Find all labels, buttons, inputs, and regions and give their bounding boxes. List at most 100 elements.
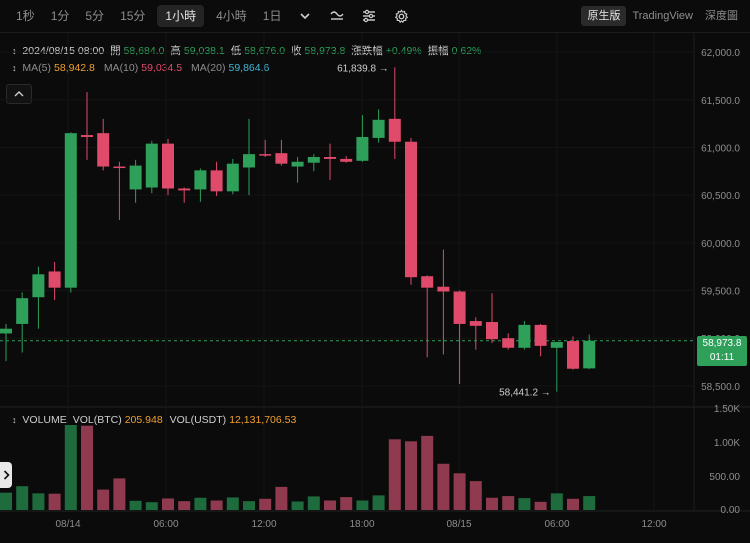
volume-bar — [372, 495, 385, 510]
ohlc-open-label: 開 — [110, 45, 121, 57]
ohlc-close: 58,973.8 — [304, 45, 346, 57]
price-tick-label: 58,500.0 — [701, 382, 740, 393]
volume-bar — [259, 498, 272, 510]
candle-style-icon[interactable] — [326, 5, 348, 27]
volume-bar — [129, 500, 142, 510]
candle-body — [16, 298, 29, 324]
candle-body — [0, 328, 12, 334]
candle-body — [453, 291, 466, 324]
volume-bar — [324, 500, 336, 510]
ohlc-low-label: 低 — [230, 45, 242, 57]
ohlc-high: 59,038.1 — [183, 45, 225, 57]
collapse-icon[interactable]: ↕ — [12, 63, 17, 73]
candle-body — [550, 342, 563, 348]
volume-bar — [437, 463, 450, 510]
chevron-down-icon[interactable] — [294, 5, 316, 27]
view-switcher: 原生版 TradingView 深度圖 — [581, 5, 744, 27]
price-tick-label: 62,000.0 — [701, 48, 740, 59]
ohlc-legend: ↕ 2024/08/15 08:00 開 58,684.0 高 59,038.1 低… — [12, 43, 484, 58]
ohlc-low: 58,676.0 — [244, 45, 286, 57]
price-tick-label: 59,500.0 — [701, 287, 740, 298]
indicators-icon[interactable] — [358, 5, 380, 27]
price-tick-label: 60,000.0 — [701, 239, 740, 250]
volume-bar — [453, 473, 466, 510]
candle-body — [518, 324, 531, 348]
time-tick-label: 08/14 — [55, 519, 80, 530]
ma10-label: MA(10) — [103, 62, 139, 74]
volume-tick-label: 0.00 — [721, 505, 741, 516]
volume-bar — [194, 497, 207, 510]
volume-bar — [567, 498, 579, 510]
price-tick-label: 61,000.0 — [701, 143, 740, 154]
volume-bar — [64, 425, 77, 510]
collapse-icon[interactable]: ↕ — [12, 415, 17, 425]
ohlc-amp-label: 振幅 — [427, 45, 449, 57]
collapse-button[interactable] — [6, 84, 32, 104]
volume-bar — [226, 497, 239, 510]
ohlc-open: 58,684.0 — [123, 45, 165, 57]
ohlc-high-label: 高 — [170, 45, 181, 57]
volume-bar — [210, 500, 223, 510]
candle-body — [48, 271, 61, 288]
volume-legend: ↕ VOLUME VOL(BTC) 205.948 VOL(USDT) 12,131… — [12, 414, 299, 426]
chart-canvas[interactable]: 62,000.0 61,500.0 61,000.0 60,500.0 60,000.0… — [0, 33, 750, 543]
candle-body — [275, 153, 288, 164]
volume-bar — [340, 497, 353, 510]
interval-group: 1秒 1分 5分 15分 1小時 4小時 1日 — [8, 5, 289, 27]
candle-body — [81, 135, 93, 137]
candle-body — [567, 341, 579, 369]
volume-bar — [356, 500, 369, 510]
collapse-icon[interactable]: ↕ — [12, 46, 17, 56]
view-tab-0[interactable]: 原生版 — [581, 6, 627, 26]
toolbar: 1秒 1分 5分 15分 1小時 4小時 1日 原生版 TradingView 深度圖 — [0, 0, 750, 33]
volume-bar — [405, 441, 417, 510]
candle-body — [307, 157, 320, 163]
time-tick-label: 06:00 — [544, 519, 569, 530]
ma20-label: MA(20) — [191, 62, 226, 74]
candle-body — [162, 143, 174, 189]
interval-1[interactable]: 1分 — [50, 9, 70, 23]
volume-bar — [583, 496, 596, 510]
volume-bar — [97, 489, 110, 510]
volume-bar — [469, 481, 482, 510]
side-panel-handle[interactable] — [0, 462, 12, 488]
time-tick-label: 06:00 — [153, 519, 178, 530]
candle-body — [243, 154, 255, 168]
volume-bar — [32, 493, 45, 510]
volume-bar — [243, 501, 255, 510]
interval-0[interactable]: 1秒 — [16, 9, 35, 23]
time-tick-label: 12:00 — [641, 519, 666, 530]
interval-4[interactable]: 1小時 — [157, 5, 205, 27]
volume-bar — [486, 497, 498, 510]
price-tick-label: 61,500.0 — [701, 96, 740, 107]
time-tick-label: 18:00 — [349, 519, 374, 530]
candle-body — [583, 340, 596, 369]
vol-btc-label: VOL(BTC) — [72, 414, 122, 426]
ohlc-change: +0.49% — [385, 45, 422, 57]
last-price-tag: 58,973.8 01:11 — [697, 336, 747, 366]
volume-bar — [162, 498, 174, 510]
candle-body — [324, 157, 336, 159]
volume-bar — [502, 496, 515, 510]
ohlc-close-label: 收 — [290, 45, 302, 57]
volume-bar — [275, 486, 288, 510]
candle-body — [113, 166, 126, 169]
candle-body — [226, 163, 239, 192]
candle-body — [405, 141, 417, 278]
volume-bar — [48, 493, 61, 510]
interval-3[interactable]: 15分 — [120, 9, 146, 23]
candle-body — [534, 324, 547, 346]
volume-bar — [388, 439, 401, 510]
view-tab-2[interactable]: 深度圖 — [705, 10, 738, 22]
candle-body — [356, 136, 369, 161]
volume-bar — [421, 435, 434, 510]
settings-icon[interactable] — [390, 5, 412, 27]
interval-2[interactable]: 5分 — [85, 9, 105, 23]
view-tab-1[interactable]: TradingView — [632, 10, 693, 22]
interval-5[interactable]: 4小時 — [216, 9, 247, 23]
candle-body — [178, 188, 191, 191]
ohlc-date: 2024/08/15 08:00 — [22, 45, 105, 57]
volume-bar — [518, 498, 531, 510]
candle-body — [259, 154, 272, 156]
interval-6[interactable]: 1日 — [262, 9, 282, 23]
